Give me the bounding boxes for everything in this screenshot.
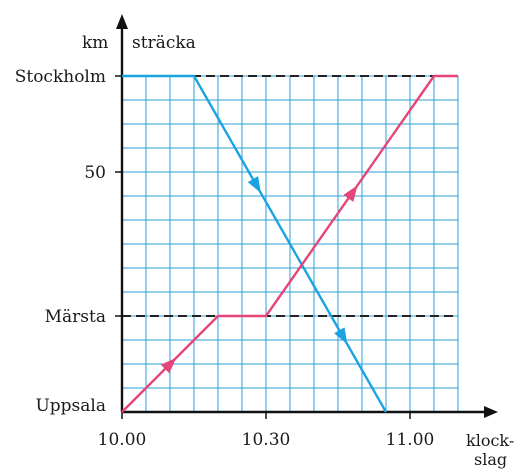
y-tick-label: 50 (84, 163, 106, 183)
y-tick-label: Märsta (45, 307, 106, 327)
y-axis-arrow-icon (116, 14, 128, 29)
axes (116, 14, 498, 418)
x-tick-label: 11.00 (386, 430, 435, 450)
x-tick-label: 10.00 (98, 430, 147, 450)
x-axis-title-line2: slag (474, 450, 507, 469)
direction-arrow (334, 327, 352, 347)
x-tick-label: 10.30 (242, 430, 291, 450)
direction-arrow (343, 182, 362, 202)
x-axis-arrow-icon (484, 406, 498, 418)
y-tick-label: Stockholm (15, 67, 106, 87)
x-axis-title-line1: klock- (466, 431, 514, 450)
direction-arrow (248, 176, 266, 196)
y-tick-label: Uppsala (35, 396, 106, 416)
y-axis-title: sträcka (132, 33, 196, 53)
y-unit-label: km (82, 33, 108, 53)
